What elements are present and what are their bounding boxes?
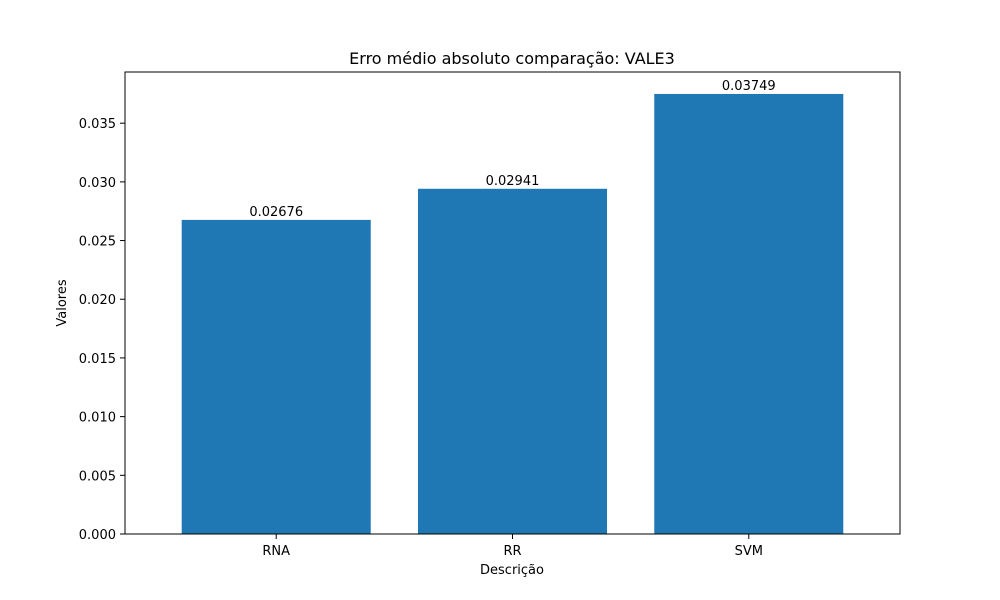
y-tick-label: 0.025 <box>79 235 116 250</box>
y-tick-label: 0.000 <box>79 528 116 543</box>
bar-rr <box>417 188 608 535</box>
plot-frame <box>124 71 901 535</box>
y-tick-label: 0.035 <box>79 117 116 132</box>
x-tick-label: RR <box>503 544 521 559</box>
x-axis: RNA RR SVM <box>262 534 763 559</box>
bar-rna <box>181 219 371 534</box>
chart-title: Erro médio absoluto comparação: VALE3 <box>349 49 675 68</box>
bar-svm <box>654 93 844 534</box>
data-label-rna: 0.02676 <box>249 205 303 220</box>
y-tick-label: 0.005 <box>79 469 116 484</box>
data-label-svm: 0.03749 <box>722 79 776 94</box>
y-tick-label: 0.015 <box>79 352 116 367</box>
y-tick-label: 0.020 <box>79 293 116 308</box>
plot-area: 0.02676 0.02941 0.03749 <box>181 79 844 535</box>
y-axis: 0.000 0.005 0.010 0.015 0.020 0.025 0.030 0.035 <box>79 117 125 543</box>
y-tick-label: 0.030 <box>79 176 116 191</box>
y-axis-label: Valores <box>55 279 70 326</box>
x-tick-label: RNA <box>262 544 290 559</box>
data-label-rr: 0.02941 <box>486 174 540 189</box>
y-tick-label: 0.010 <box>79 411 116 426</box>
x-axis-label: Descrição <box>480 563 544 578</box>
x-tick-label: SVM <box>735 544 763 559</box>
